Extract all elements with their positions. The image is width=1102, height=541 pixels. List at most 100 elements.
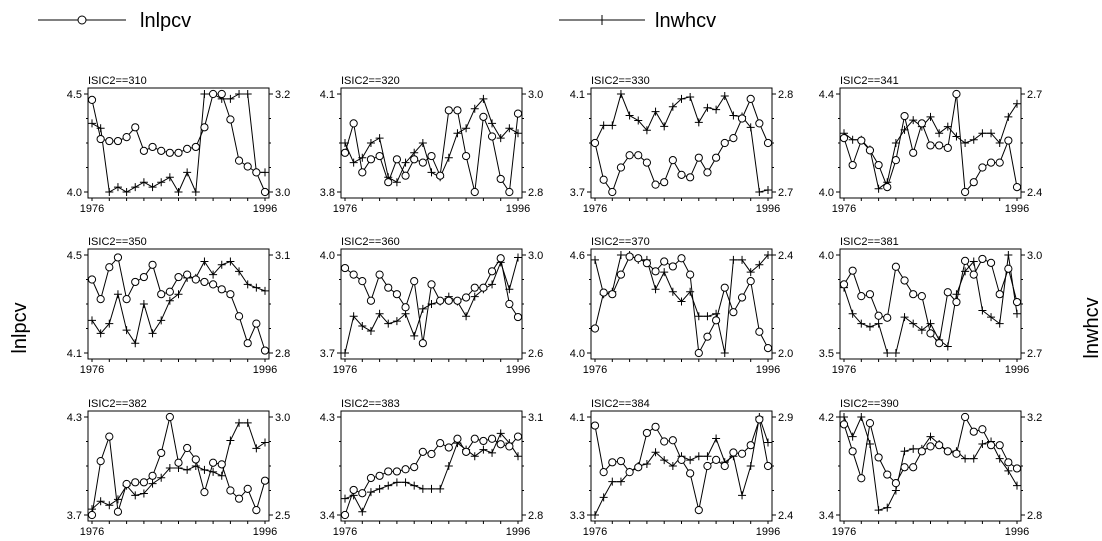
left-tick-label: 4.0: [819, 250, 834, 262]
point-lnwhcv: [987, 313, 996, 322]
point-lnlpcv: [366, 155, 376, 164]
point-lnlpcv: [969, 427, 978, 436]
point-lnlpcv: [720, 461, 729, 471]
left-tick-label: 4.1: [67, 348, 82, 360]
point-lnwhcv: [651, 448, 660, 457]
point-lnlpcv: [453, 106, 462, 115]
point-lnwhcv: [857, 413, 866, 421]
point-lnlpcv: [1004, 458, 1013, 467]
panel-title: ISIC2==360: [341, 236, 400, 248]
point-lnlpcv: [157, 448, 166, 458]
point-lnlpcv: [513, 312, 523, 322]
point-lnwhcv: [660, 268, 669, 277]
plot-frame: [839, 410, 1022, 522]
left-tick-label: 4.1: [570, 412, 585, 424]
point-lnwhcv: [591, 511, 599, 519]
point-lnlpcv: [174, 272, 183, 282]
point-lnlpcv: [122, 295, 131, 304]
point-lnwhcv: [375, 309, 384, 318]
panel-isic-350: ISIC2==350 4.5 4.1 3.1 2.8 1976 1996: [67, 236, 291, 376]
point-lnwhcv: [261, 168, 269, 177]
point-lnwhcv: [165, 463, 174, 472]
left-tick-label: 3.5: [819, 348, 834, 360]
point-lnlpcv: [384, 283, 393, 292]
point-lnlpcv: [148, 142, 157, 152]
point-lnwhcv: [139, 178, 148, 187]
point-lnwhcv: [651, 285, 660, 294]
right-tick-label: 3.0: [275, 412, 290, 424]
right-tick-label: 3.1: [275, 250, 290, 262]
point-lnwhcv: [174, 188, 183, 196]
point-lnwhcv: [122, 326, 131, 335]
left-tick-label: 4.1: [570, 89, 585, 101]
point-lnlpcv: [891, 262, 901, 271]
point-lnlpcv: [891, 479, 901, 488]
point-lnlpcv: [444, 443, 453, 452]
point-lnlpcv: [191, 455, 200, 464]
point-lnwhcv: [978, 306, 987, 315]
point-lnwhcv: [952, 132, 961, 141]
point-lnlpcv: [375, 151, 384, 161]
point-lnlpcv: [122, 479, 131, 489]
point-lnlpcv: [139, 146, 148, 155]
point-lnlpcv: [686, 270, 695, 279]
left-tick-label: 4.5: [67, 250, 82, 262]
point-lnlpcv: [401, 465, 410, 474]
point-lnlpcv: [243, 339, 252, 348]
point-lnwhcv: [235, 418, 244, 427]
point-lnwhcv: [668, 287, 677, 296]
point-lnlpcv: [857, 474, 866, 483]
point-lnlpcv: [427, 151, 436, 161]
point-lnwhcv: [995, 454, 1004, 463]
point-lnlpcv: [660, 257, 669, 266]
point-lnwhcv: [1004, 112, 1013, 121]
point-lnwhcv: [891, 139, 900, 147]
point-lnwhcv: [755, 260, 764, 269]
point-lnlpcv: [763, 461, 773, 471]
point-lnlpcv: [418, 158, 427, 167]
point-lnlpcv: [384, 467, 393, 476]
point-lnlpcv: [986, 441, 996, 450]
right-tick-label: 3.2: [275, 89, 290, 101]
point-lnwhcv: [969, 454, 978, 463]
point-lnwhcv: [978, 439, 987, 448]
point-lnlpcv: [917, 292, 926, 301]
point-lnwhcv: [1004, 466, 1013, 475]
point-lnwhcv: [366, 326, 375, 335]
panel-title: ISIC2==341: [840, 75, 899, 87]
point-lnlpcv: [703, 461, 712, 471]
point-lnwhcv: [505, 124, 514, 133]
point-lnlpcv: [883, 183, 892, 192]
point-lnlpcv: [479, 436, 488, 446]
point-lnwhcv: [226, 436, 235, 445]
point-lnlpcv: [995, 158, 1004, 167]
point-lnlpcv: [234, 312, 244, 321]
point-lnwhcv: [384, 481, 393, 490]
panel-title: ISIC2==330: [591, 75, 650, 87]
point-lnwhcv: [96, 329, 105, 338]
point-lnwhcv: [496, 134, 505, 143]
point-lnlpcv: [183, 144, 192, 153]
point-lnlpcv: [599, 468, 608, 477]
left-tick-label: 4.0: [320, 250, 335, 262]
point-lnwhcv: [634, 116, 643, 125]
panel-isic-330: ISIC2==330 4.1 3.7 2.8 2.7 1976 1996: [570, 75, 794, 215]
point-lnwhcv: [694, 118, 703, 127]
point-lnlpcv: [349, 270, 358, 279]
point-lnwhcv: [113, 495, 122, 504]
point-lnlpcv: [209, 458, 218, 467]
x-tick-label: 1996: [756, 364, 780, 376]
point-lnwhcv: [341, 494, 349, 503]
point-lnlpcv: [139, 272, 148, 282]
panel-title: ISIC2==383: [341, 398, 400, 410]
right-tick-label: 2.7: [1027, 348, 1042, 360]
x-tick-label: 1976: [832, 526, 856, 538]
legend: lnlpcv lnwhcv: [38, 10, 716, 32]
point-lnwhcv: [755, 188, 764, 196]
point-lnwhcv: [677, 297, 686, 306]
point-lnlpcv: [625, 151, 634, 160]
point-lnlpcv: [384, 178, 393, 187]
right-tick-label: 3.1: [528, 412, 543, 424]
point-lnlpcv: [712, 455, 721, 464]
point-lnlpcv: [900, 111, 909, 121]
